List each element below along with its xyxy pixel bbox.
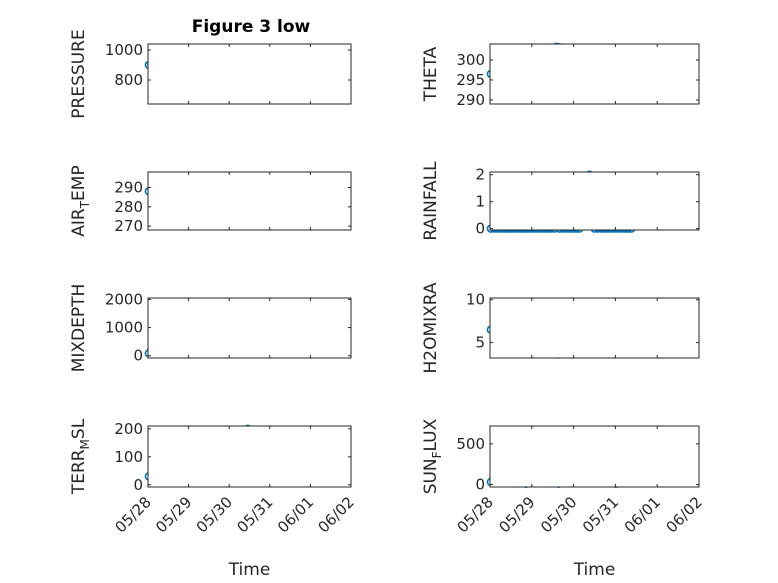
y-tick-label: 280: [114, 198, 143, 216]
y-axis-label: RAINFALL: [421, 161, 441, 241]
subplot-2: 290 295 300 THETA: [421, 42, 700, 109]
x-tick-label: 06/02: [663, 493, 706, 536]
y-label-subscript: T: [78, 200, 92, 209]
subplot-4: 0 1 2 RAINFALL: [421, 161, 700, 241]
x-tick-label: 05/30: [537, 493, 580, 536]
x-tick-label: 05/29: [152, 493, 195, 536]
x-tick-label: 05/28: [112, 493, 155, 536]
axes-frame: [147, 297, 352, 359]
axes-frame: [147, 425, 352, 488]
y-label-main: SUN: [421, 458, 441, 494]
x-tick-label: 05/29: [495, 493, 538, 536]
y-label-subscript: F: [430, 451, 444, 458]
y-tick-label: 1000: [105, 319, 143, 337]
y-tick-label: 200: [114, 420, 143, 438]
x-tick-label: 05/30: [193, 493, 236, 536]
x-tick-label: 05/31: [579, 493, 622, 536]
x-tick-label: 05/28: [454, 493, 497, 536]
axes-frame: [489, 297, 700, 359]
y-axis-label: AIRTEMP: [69, 165, 92, 236]
y-tick-label: 290: [456, 91, 485, 109]
y-axis-label: THETA: [421, 46, 441, 102]
y-tick-label: 100: [114, 448, 143, 466]
y-tick-label: 0: [133, 476, 143, 494]
y-tick-label: 290: [114, 178, 143, 196]
subplot-7: 0 100 200 TERRMSL 05/2805/2905/3005/3106/010…: [69, 418, 358, 580]
axes-frame: [147, 43, 352, 105]
x-tick-label: 05/31: [233, 493, 276, 536]
x-tick-label: 06/02: [315, 493, 358, 536]
y-tick-label: 270: [114, 217, 143, 235]
axes-frame: [489, 43, 700, 105]
figure-title: Figure 3 low: [192, 17, 311, 37]
x-tick-label: 06/01: [274, 493, 317, 536]
y-tick-label: 500: [456, 435, 485, 453]
y-label-subscript: M: [78, 439, 92, 449]
y-tick-label: 800: [114, 71, 143, 89]
y-tick-label: 295: [456, 71, 485, 89]
x-tick-label: 06/01: [621, 493, 664, 536]
y-axis-label: SUNFLUX: [421, 418, 444, 494]
y-label-main: TERR: [69, 449, 89, 495]
x-axis-label: Time: [573, 560, 616, 580]
x-axis-label: Time: [228, 560, 271, 580]
y-axis-label: H2OMIXRA: [421, 282, 441, 373]
y-label-main: AIR: [69, 208, 89, 237]
y-tick-label: 0: [475, 220, 485, 238]
y-tick-label: 10: [466, 291, 485, 309]
y-tick-label: 300: [456, 51, 485, 69]
y-tick-label: 0: [133, 347, 143, 365]
y-axis-label: MIXDEPTH: [69, 284, 89, 373]
subplot-1: 800 1000 PRESSURE: [69, 29, 352, 119]
y-tick-label: 0: [475, 476, 485, 494]
subplot-6: 5 10 H2OMIXRA: [421, 282, 700, 374]
y-label-rest: EMP: [69, 165, 89, 201]
axes-frame: [147, 171, 352, 231]
y-tick-label: 1: [475, 193, 485, 211]
y-tick-label: 5: [475, 334, 485, 352]
y-tick-label: 2000: [105, 290, 143, 308]
y-tick-label: 2: [475, 166, 485, 184]
y-tick-label: 1000: [105, 41, 143, 59]
axes-frame: [489, 425, 700, 488]
axes-frame: [489, 171, 700, 231]
subplot-8: 0 500 SUNFLUX 05/2805/2905/3005/3106/0106/0…: [421, 418, 706, 580]
y-label-rest: SL: [69, 418, 89, 439]
y-axis-label: PRESSURE: [69, 29, 89, 118]
subplot-5: 0 1000 2000 MIXDEPTH: [69, 284, 352, 373]
y-label-rest: LUX: [421, 418, 441, 451]
y-axis-label: TERRMSL: [69, 418, 92, 495]
